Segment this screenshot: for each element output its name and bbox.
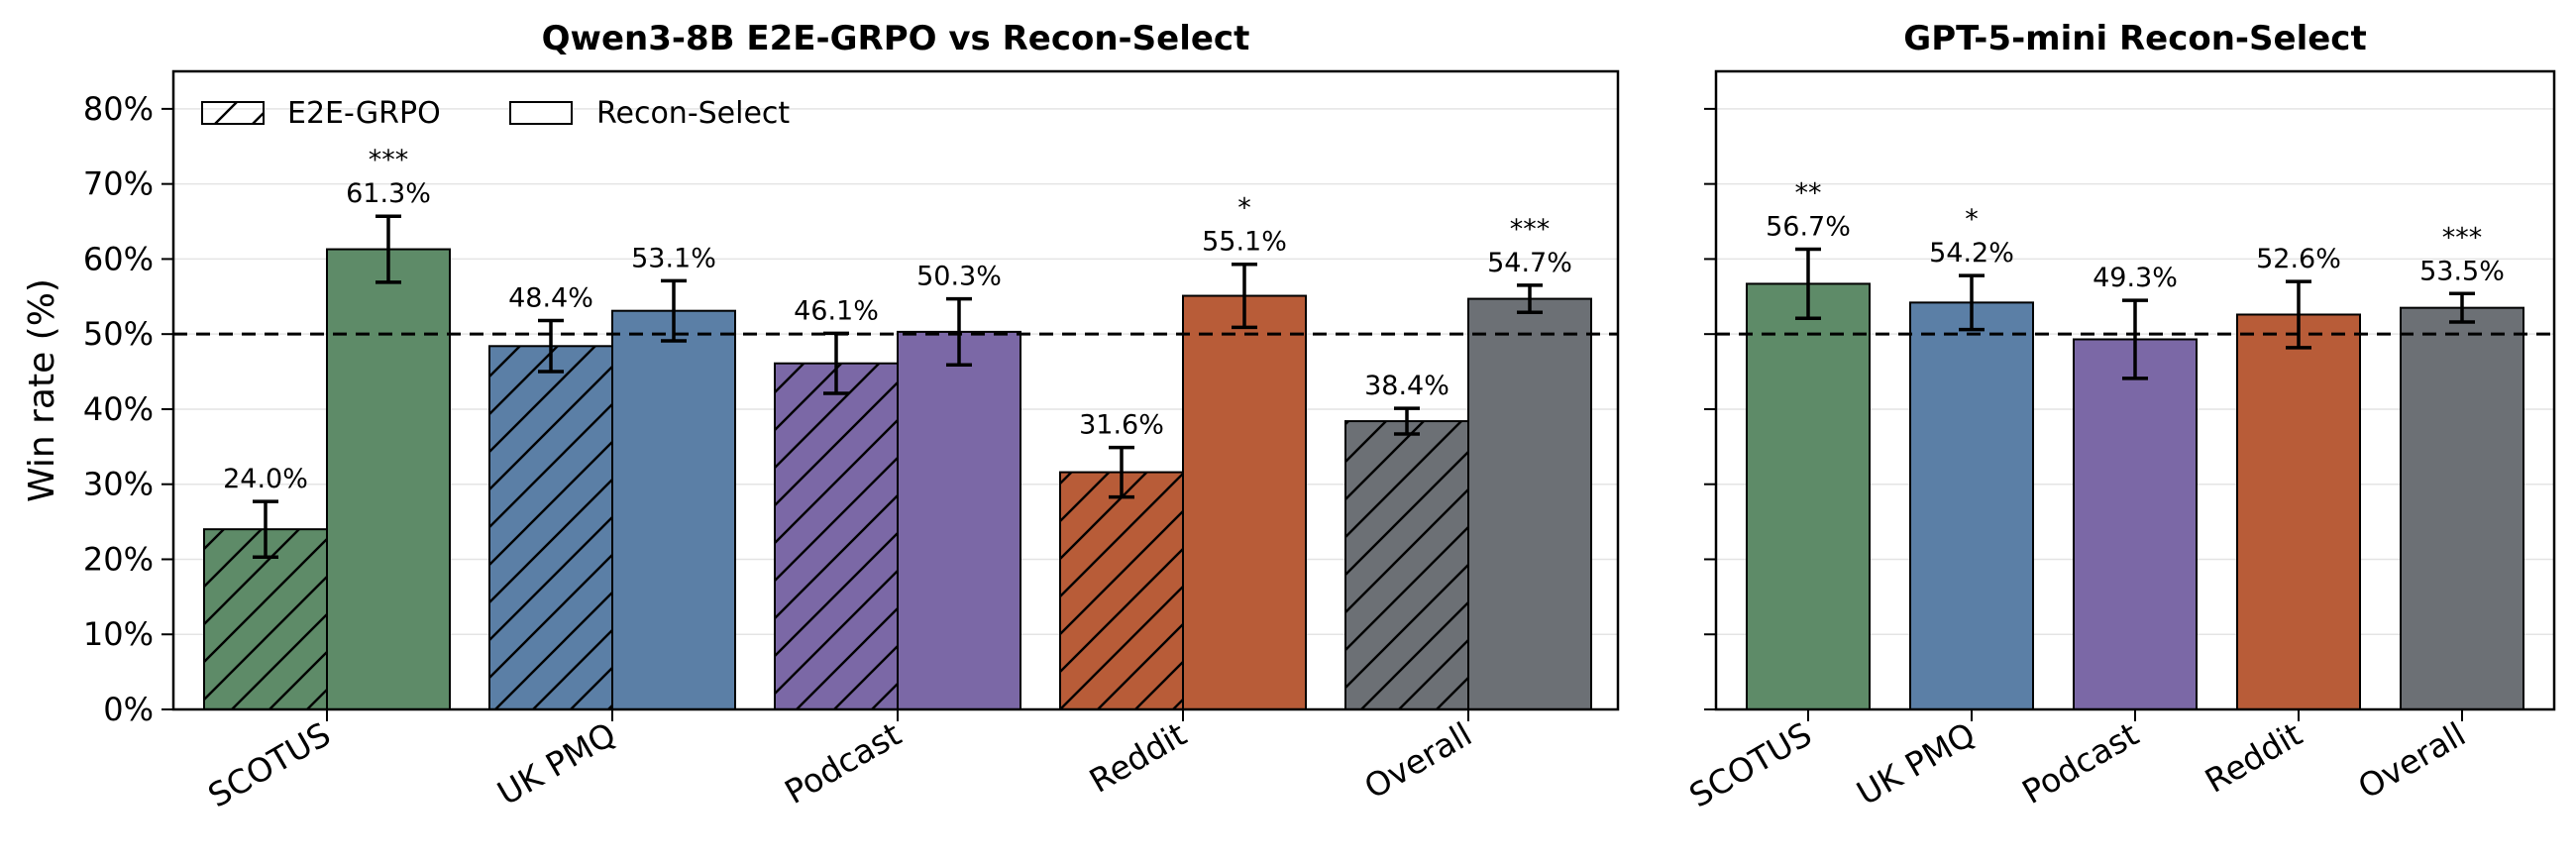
y-tick-label: 40% [83,390,154,428]
x-left-reddit-tick-label: Reddit [1083,714,1193,801]
bar-recon-select-overall [1467,297,1592,710]
recon-select-overall-value-label: 54.7% [1487,248,1572,278]
recon-select-reddit-value-label: 55.1% [1202,227,1287,258]
gpt5-reddit-value-label: 52.6% [2256,244,2341,274]
bar-gpt5-scotus [1746,282,1871,710]
bar-gpt5-overall [2400,306,2524,710]
y-axis-label: Win rate (%) [22,278,62,502]
bar-gpt5-podcast [2073,338,2198,710]
x-left-overall-tick-label: Overall [1357,714,1478,807]
y-tick-label: 60% [83,240,154,277]
bar-hatch-e2e-grpo-overall [1345,421,1468,709]
legend: E2E-GRPO Recon-Select [201,96,790,131]
legend-swatch-recon-select [509,101,573,125]
bar-gpt5-reddit [2236,313,2361,710]
y-tick-label: 70% [83,165,154,203]
chart-title-left: Qwen3-8B E2E-GRPO vs Recon-Select [542,19,1250,58]
bar-hatch-e2e-grpo-podcast [775,363,898,709]
gpt5-uk-pmq-significance-label: * [1965,204,1979,235]
y-tick-label: 20% [83,540,154,578]
x-left-uk-pmq-tick-label: UK PMQ [490,714,622,812]
chart-title-right: GPT-5-mini Recon-Select [1903,19,2366,58]
legend-label-e2e-grpo: E2E-GRPO [287,96,441,131]
bar-recon-select-reddit [1182,294,1307,710]
recon-select-overall-significance-label: *** [1510,214,1551,245]
recon-select-scotus-significance-label: *** [369,145,409,175]
x-left-scotus-tick-label: SCOTUS [201,714,337,814]
x-left-podcast-tick-label: Podcast [778,714,908,811]
e2e-grpo-reddit-value-label: 31.6% [1079,410,1164,441]
recon-select-podcast-value-label: 50.3% [916,262,1002,292]
bar-hatch-e2e-grpo-reddit [1060,472,1183,709]
x-right-uk-pmq-tick-label: UK PMQ [1850,714,1982,812]
gpt5-overall-significance-label: *** [2442,222,2483,253]
e2e-grpo-scotus-value-label: 24.0% [223,464,308,494]
legend-swatch-e2e-grpo [201,101,265,125]
recon-select-scotus-value-label: 61.3% [346,178,431,209]
y-tick-label: 30% [83,466,154,503]
x-right-reddit-tick-label: Reddit [2199,714,2308,801]
bar-gpt5-uk-pmq [1909,301,2034,710]
x-right-podcast-tick-label: Podcast [2015,714,2145,811]
e2e-grpo-uk-pmq-value-label: 48.4% [508,283,593,314]
gpt5-scotus-value-label: 56.7% [1766,212,1851,243]
plot-frame-left [171,69,1620,711]
recon-select-uk-pmq-value-label: 53.1% [631,243,716,273]
legend-label-recon-select: Recon-Select [596,96,790,131]
y-tick-label: 0% [103,691,154,728]
gpt5-uk-pmq-value-label: 54.2% [1929,238,2014,269]
bar-recon-select-podcast [897,330,1021,710]
bar-recon-select-scotus [326,248,451,710]
gpt5-scotus-significance-label: ** [1795,178,1822,209]
bar-recon-select-uk-pmq [611,309,736,710]
y-tick-label: 80% [83,90,154,128]
e2e-grpo-overall-value-label: 38.4% [1364,371,1449,401]
e2e-grpo-podcast-value-label: 46.1% [794,295,879,326]
recon-select-reddit-significance-label: * [1237,193,1251,224]
gpt5-overall-value-label: 53.5% [2419,256,2505,286]
bar-hatch-e2e-grpo-scotus [204,529,327,709]
x-right-scotus-tick-label: SCOTUS [1682,714,1818,814]
gpt5-podcast-value-label: 49.3% [2093,263,2178,293]
y-tick-label: 10% [83,615,154,653]
y-tick-label: 50% [83,315,154,353]
x-right-overall-tick-label: Overall [2351,714,2472,807]
bar-hatch-e2e-grpo-uk-pmq [489,346,612,709]
